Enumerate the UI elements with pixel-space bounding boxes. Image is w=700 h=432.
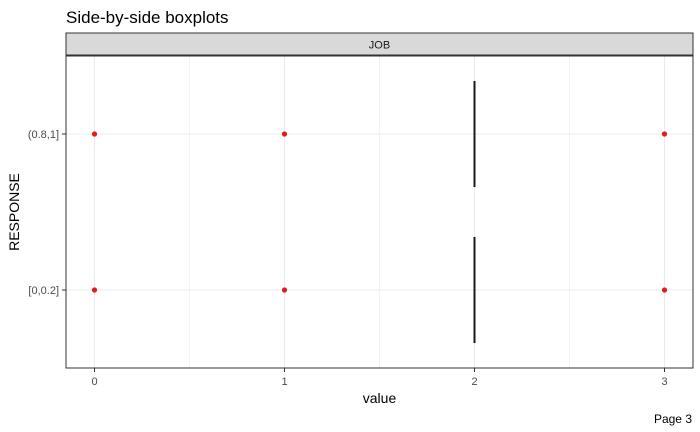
y-tick-label: [0,0.2]	[28, 285, 59, 297]
outlier-point	[281, 131, 288, 137]
outlier-point	[91, 287, 98, 293]
x-tick-label: 2	[471, 376, 477, 388]
outlier-point	[281, 287, 288, 293]
facet-strip	[65, 32, 694, 56]
x-tick-label: 1	[281, 376, 287, 388]
y-axis-title: RESPONSE	[6, 173, 22, 251]
y-axis-ticks: [0,0.2] (0.8,1]	[28, 129, 66, 297]
page-number: Page 3	[654, 412, 692, 426]
chart-title: Side-by-side boxplots	[66, 8, 229, 27]
x-axis-ticks: 0 1 2 3	[91, 368, 668, 388]
y-tick-label: (0.8,1]	[28, 129, 59, 141]
facet-label: JOB	[369, 40, 390, 52]
x-axis-title: value	[363, 390, 397, 406]
x-tick-label: 0	[91, 376, 97, 388]
outlier-point	[661, 131, 668, 137]
outlier-point	[91, 131, 98, 137]
outlier-point	[661, 287, 668, 293]
outlier-layer	[91, 131, 668, 293]
panel-border	[65, 55, 694, 369]
x-tick-label: 3	[661, 376, 667, 388]
